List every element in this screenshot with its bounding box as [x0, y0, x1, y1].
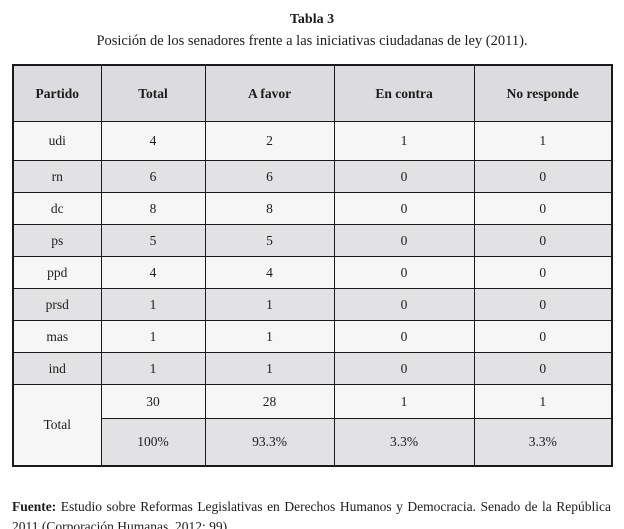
cell-no-responde: 0: [473, 256, 613, 289]
cell-total: 5: [100, 224, 206, 257]
cell-a-favor: 6: [204, 160, 335, 193]
cell-total: 1: [100, 320, 206, 353]
cell-no-responde-percent: 3.3%: [473, 418, 613, 467]
total-percents-row: 100% 93.3% 3.3% 3.3%: [13, 418, 613, 467]
cell-no-responde: 0: [473, 160, 613, 193]
cell-a-favor: 1: [204, 352, 335, 385]
cell-a-favor: 1: [204, 288, 335, 321]
column-header-no-responde: No responde: [473, 64, 613, 122]
cell-total: 4: [100, 256, 206, 289]
cell-total: 6: [100, 160, 206, 193]
cell-en-contra: 0: [333, 160, 475, 193]
cell-en-contra-percent: 3.3%: [333, 418, 475, 467]
table-row-mas: mas 1 1 0 0: [12, 320, 613, 353]
table-row-rn: rn 6 6 0 0: [12, 160, 613, 193]
cell-a-favor: 5: [204, 224, 335, 257]
column-header-partido: Partido: [12, 64, 102, 122]
cell-en-contra: 1: [333, 121, 475, 161]
cell-no-responde: 0: [473, 192, 613, 225]
source-note-label: Fuente:: [12, 498, 57, 514]
cell-total: 1: [100, 352, 206, 385]
cell-partido: ind: [12, 352, 102, 385]
header-row: Partido Total A favor En contra No respo…: [12, 64, 613, 122]
table-row-dc: dc 8 8 0 0: [12, 192, 613, 225]
cell-no-responde: 1: [473, 121, 613, 161]
cell-en-contra-count: 1: [333, 384, 475, 419]
cell-a-favor: 4: [204, 256, 335, 289]
cell-partido: ppd: [12, 256, 102, 289]
cell-a-favor: 1: [204, 320, 335, 353]
title-block: Tabla 3 Posición de los senadores frente…: [0, 0, 624, 52]
cell-partido: mas: [12, 320, 102, 353]
cell-total: 1: [100, 288, 206, 321]
table-row-ps: ps 5 5 0 0: [12, 224, 613, 257]
cell-total-percent: 100%: [100, 418, 206, 467]
cell-total: 8: [100, 192, 206, 225]
senators-position-table: Partido Total A favor En contra No respo…: [12, 64, 613, 467]
column-header-total: Total: [100, 64, 206, 122]
table-row-ind: ind 1 1 0 0: [12, 352, 613, 385]
table-row-prsd: prsd 1 1 0 0: [12, 288, 613, 321]
cell-en-contra: 0: [333, 256, 475, 289]
cell-partido: dc: [12, 192, 102, 225]
table-row-ppd: ppd 4 4 0 0: [12, 256, 613, 289]
cell-a-favor-count: 28: [204, 384, 335, 419]
source-note-text: Estudio sobre Reformas Legislativas en D…: [12, 498, 611, 529]
cell-a-favor: 2: [204, 121, 335, 161]
cell-a-favor: 8: [204, 192, 335, 225]
cell-partido: rn: [12, 160, 102, 193]
table-row-udi: udi 4 2 1 1: [12, 121, 613, 161]
cell-no-responde: 0: [473, 224, 613, 257]
total-label: Total: [12, 384, 102, 467]
cell-en-contra: 0: [333, 192, 475, 225]
cell-total: 4: [100, 121, 206, 161]
cell-partido: prsd: [12, 288, 102, 321]
cell-en-contra: 0: [333, 224, 475, 257]
cell-en-contra: 0: [333, 352, 475, 385]
cell-no-responde-count: 1: [473, 384, 613, 419]
cell-no-responde: 0: [473, 352, 613, 385]
cell-partido: ps: [12, 224, 102, 257]
column-header-a-favor: A favor: [204, 64, 335, 122]
table-title: Tabla 3: [289, 12, 335, 27]
column-header-en-contra: En contra: [333, 64, 475, 122]
cell-a-favor-percent: 93.3%: [204, 418, 335, 467]
total-counts-row: Total 30 28 1 1: [12, 384, 613, 467]
cell-no-responde: 0: [473, 288, 613, 321]
source-note: Fuente: Estudio sobre Reformas Legislati…: [12, 497, 611, 529]
cell-partido: udi: [12, 121, 102, 161]
cell-en-contra: 0: [333, 320, 475, 353]
cell-en-contra: 0: [333, 288, 475, 321]
cell-total-count: 30: [100, 384, 206, 419]
table-subtitle: Posición de los senadores frente a las i…: [96, 33, 528, 49]
cell-no-responde: 0: [473, 320, 613, 353]
